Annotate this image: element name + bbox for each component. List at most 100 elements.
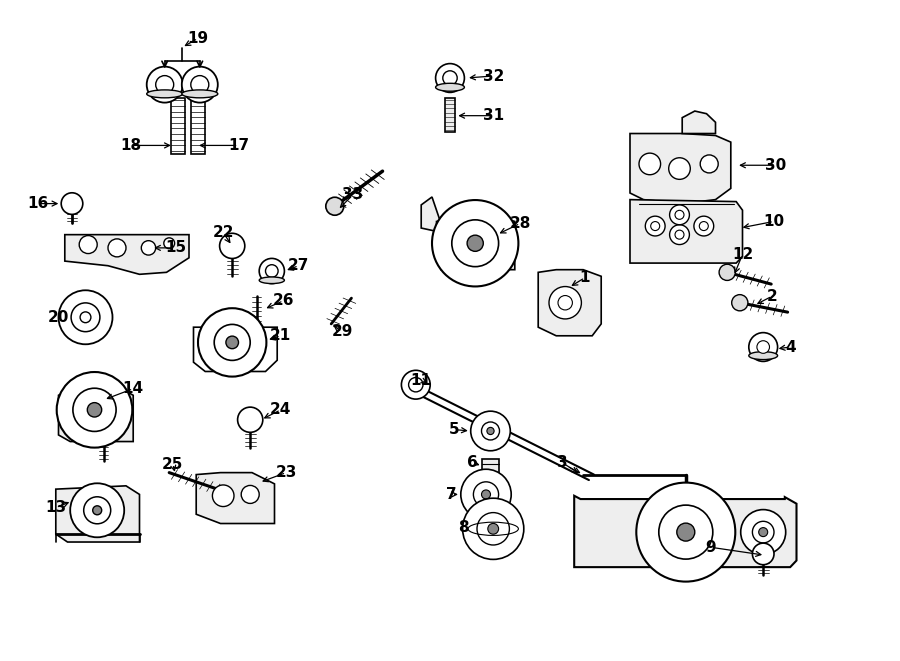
FancyBboxPatch shape <box>191 98 205 154</box>
Circle shape <box>549 286 581 319</box>
Circle shape <box>147 67 183 102</box>
Circle shape <box>93 506 102 515</box>
Text: 9: 9 <box>706 540 716 555</box>
FancyBboxPatch shape <box>445 98 455 132</box>
Circle shape <box>409 377 423 392</box>
Circle shape <box>61 193 83 214</box>
Text: 28: 28 <box>509 216 531 231</box>
Circle shape <box>670 205 689 225</box>
Polygon shape <box>574 496 796 567</box>
Circle shape <box>87 403 102 417</box>
Circle shape <box>259 258 284 284</box>
Text: 24: 24 <box>270 403 292 417</box>
Circle shape <box>659 505 713 559</box>
Text: 13: 13 <box>45 500 67 515</box>
Circle shape <box>759 527 768 537</box>
Circle shape <box>238 407 263 432</box>
Circle shape <box>669 158 690 179</box>
Text: 14: 14 <box>122 381 144 396</box>
Circle shape <box>57 372 132 447</box>
Polygon shape <box>58 389 133 442</box>
Circle shape <box>226 336 239 349</box>
Text: 32: 32 <box>482 69 504 83</box>
Text: 23: 23 <box>275 465 297 480</box>
Text: 19: 19 <box>187 31 209 46</box>
Text: 30: 30 <box>765 158 787 173</box>
Ellipse shape <box>259 277 284 284</box>
Polygon shape <box>421 197 515 238</box>
Ellipse shape <box>182 90 218 98</box>
Polygon shape <box>196 473 274 524</box>
Circle shape <box>719 264 735 280</box>
Circle shape <box>73 388 116 432</box>
Ellipse shape <box>749 352 778 360</box>
Circle shape <box>241 485 259 504</box>
Circle shape <box>700 155 718 173</box>
Polygon shape <box>630 134 731 204</box>
Text: 2: 2 <box>767 289 778 303</box>
Circle shape <box>675 210 684 219</box>
Circle shape <box>71 303 100 332</box>
Text: 21: 21 <box>270 329 292 343</box>
FancyBboxPatch shape <box>171 98 185 154</box>
Circle shape <box>220 233 245 258</box>
Circle shape <box>108 239 126 257</box>
Circle shape <box>182 67 218 102</box>
Circle shape <box>694 216 714 236</box>
Polygon shape <box>441 235 515 270</box>
Circle shape <box>645 216 665 236</box>
Circle shape <box>639 153 661 175</box>
Text: 16: 16 <box>27 196 49 211</box>
Text: 18: 18 <box>120 138 141 153</box>
Text: 29: 29 <box>331 325 353 339</box>
Circle shape <box>436 63 464 93</box>
Circle shape <box>482 490 490 499</box>
Circle shape <box>749 332 778 362</box>
Polygon shape <box>682 111 716 134</box>
Text: 8: 8 <box>458 520 469 535</box>
Circle shape <box>58 290 112 344</box>
Text: 3: 3 <box>557 455 568 470</box>
Circle shape <box>432 200 518 286</box>
Circle shape <box>487 428 494 434</box>
Circle shape <box>461 469 511 520</box>
Circle shape <box>477 512 509 545</box>
Ellipse shape <box>436 83 464 91</box>
Polygon shape <box>56 486 140 542</box>
Circle shape <box>651 221 660 231</box>
Circle shape <box>191 75 209 94</box>
Polygon shape <box>538 270 601 336</box>
Circle shape <box>488 524 499 534</box>
Ellipse shape <box>147 90 183 98</box>
Circle shape <box>473 482 499 507</box>
Circle shape <box>752 522 774 543</box>
Text: 31: 31 <box>482 108 504 123</box>
Text: 17: 17 <box>228 138 249 153</box>
Circle shape <box>401 370 430 399</box>
Circle shape <box>79 235 97 254</box>
Circle shape <box>699 221 708 231</box>
Text: 15: 15 <box>165 241 186 255</box>
Text: 1: 1 <box>580 270 590 285</box>
Text: 33: 33 <box>342 188 364 202</box>
Text: 27: 27 <box>288 258 310 273</box>
Text: 10: 10 <box>763 214 785 229</box>
Circle shape <box>757 340 770 354</box>
Text: 20: 20 <box>48 310 69 325</box>
Circle shape <box>467 235 483 251</box>
Circle shape <box>156 75 174 94</box>
Polygon shape <box>65 235 189 274</box>
Circle shape <box>463 498 524 559</box>
Circle shape <box>636 483 735 582</box>
Circle shape <box>752 543 774 564</box>
Text: 7: 7 <box>446 487 457 502</box>
Text: 5: 5 <box>449 422 460 437</box>
Circle shape <box>670 225 689 245</box>
Circle shape <box>482 422 500 440</box>
Circle shape <box>558 295 572 310</box>
Circle shape <box>141 241 156 255</box>
Circle shape <box>732 295 748 311</box>
Text: 22: 22 <box>212 225 234 240</box>
Circle shape <box>84 497 111 524</box>
Circle shape <box>443 71 457 85</box>
